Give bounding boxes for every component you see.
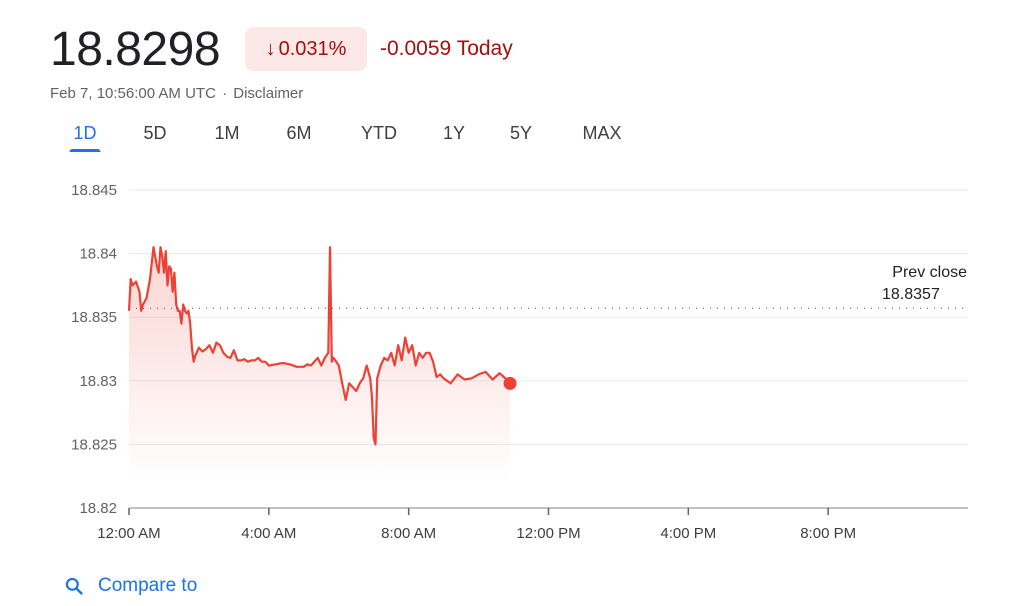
x-tick-label: 4:00 AM xyxy=(241,525,296,542)
y-tick-label: 18.845 xyxy=(71,182,117,199)
prev-close-value: 18.8357 xyxy=(882,286,940,303)
x-tick-label: 12:00 PM xyxy=(516,525,580,542)
change-percent: 0.031% xyxy=(278,37,347,60)
range-tabs: 1D 5D 1M 6M YTD 1Y 5Y MAX xyxy=(0,118,700,158)
tab-1d[interactable]: 1D xyxy=(69,118,101,152)
current-price-dot xyxy=(503,376,517,390)
tab-1m[interactable]: 1M xyxy=(214,123,240,143)
tab-5d[interactable]: 5D xyxy=(143,123,167,143)
price-chart[interactable]: 18.845 18.84 18.835 18.83 18.825 18.82 Prev c… xyxy=(0,160,1024,560)
compare-to-label: Compare to xyxy=(98,575,198,596)
y-tick-label: 18.84 xyxy=(79,246,117,263)
y-tick-label: 18.835 xyxy=(71,309,117,326)
quote-timestamp: Feb 7, 10:56:00 AM UTC xyxy=(50,85,216,102)
arrow-down-icon: ↓ xyxy=(265,37,276,60)
change-period: Today xyxy=(456,37,513,60)
change-summary: -0.0059 Today xyxy=(380,34,513,64)
change-absolute: -0.0059 xyxy=(380,37,452,60)
change-percent-badge: ↓ 0.031% xyxy=(245,27,367,71)
tab-1y[interactable]: 1Y xyxy=(442,123,466,143)
tab-ytd[interactable]: YTD xyxy=(361,123,397,143)
tab-5y[interactable]: 5Y xyxy=(509,123,533,143)
x-tick-label: 8:00 AM xyxy=(381,525,436,542)
current-price: 18.8298 xyxy=(50,23,221,76)
meta-separator: · xyxy=(222,85,228,102)
disclaimer-link[interactable]: Disclaimer xyxy=(233,85,304,102)
y-tick-label: 18.83 xyxy=(79,373,117,390)
x-tick-label: 4:00 PM xyxy=(660,525,716,542)
x-tick-label: 8:00 PM xyxy=(800,525,856,542)
price-line xyxy=(127,246,511,446)
quote-meta: Feb 7, 10:56:00 AM UTC · Disclaimer xyxy=(50,84,303,104)
search-icon xyxy=(65,577,83,595)
compare-to-button[interactable]: Compare to xyxy=(64,570,197,602)
tab-6m[interactable]: 6M xyxy=(286,123,312,143)
y-tick-label: 18.82 xyxy=(79,500,117,517)
price-area-fill xyxy=(129,247,510,483)
prev-close-label: Prev close xyxy=(892,264,967,281)
y-tick-label: 18.825 xyxy=(71,436,117,453)
x-tick-label: 12:00 AM xyxy=(97,525,160,542)
tab-max[interactable]: MAX xyxy=(582,123,622,143)
